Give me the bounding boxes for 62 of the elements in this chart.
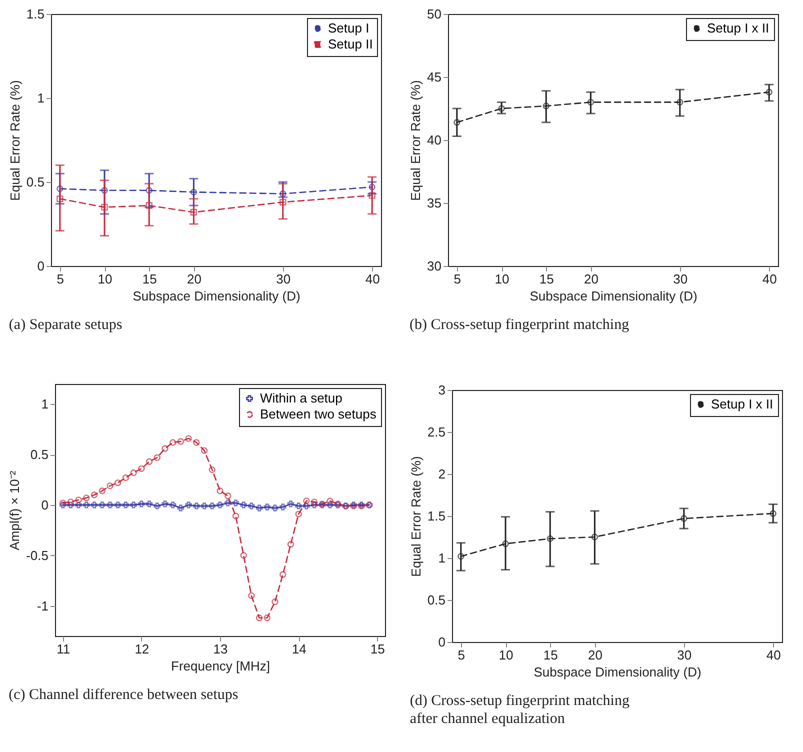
y-tick-label: 30 [427, 258, 442, 274]
x-axis-title: Subspace Dimensionality (D) [530, 288, 698, 304]
x-tick-label: 10 [98, 272, 112, 286]
x-tick-label: 15 [543, 648, 558, 662]
legend-label: Between two setups [260, 406, 377, 422]
y-tick-label: 0 [37, 258, 44, 274]
legend-label: Setup I x II [707, 20, 770, 36]
x-tick-label: 30 [677, 648, 692, 662]
y-tick-label: 40 [427, 132, 442, 148]
x-tick-label: 40 [766, 648, 781, 662]
x-tick-label: 10 [494, 272, 510, 286]
y-axis-title: Equal Error Rate (%) [7, 80, 22, 201]
y-axis-title: Ampl(f) × 10⁻² [7, 470, 22, 550]
y-axis-title: Equal Error Rate (%) [408, 456, 424, 577]
x-tick-label: 30 [673, 272, 688, 286]
y-axis-title: Equal Error Rate (%) [408, 80, 424, 201]
y-tick-label: 3 [438, 382, 446, 398]
y-tick-label: -1 [36, 598, 48, 614]
y-tick-label: -0.5 [26, 548, 48, 563]
x-tick-label: 11 [56, 642, 70, 656]
x-tick-label: 13 [213, 642, 228, 656]
x-tick-label: 15 [370, 642, 385, 656]
x-tick-label: 20 [588, 648, 602, 662]
x-tick-label: 12 [134, 642, 150, 656]
x-tick-label: 40 [762, 272, 777, 286]
y-tick-label: 2 [438, 466, 446, 482]
text: (a) Separate setups [8, 317, 122, 333]
y-tick-label: 0.5 [30, 447, 48, 462]
y-tick-label: 0.5 [427, 592, 446, 608]
y-tick-label: 1.5 [427, 508, 446, 524]
y-tick-label: 1 [37, 90, 44, 106]
legend-label: Within a setup [260, 390, 342, 406]
x-tick-label: 15 [539, 272, 554, 286]
x-axis-title: Subspace Dimensionality (D) [132, 288, 300, 304]
text: (b) Cross-setup fingerprint matching [410, 317, 630, 333]
y-tick-label: 35 [427, 196, 442, 210]
x-tick-label: 20 [584, 272, 598, 286]
text: (c) Channel difference between setups [8, 687, 238, 703]
y-tick-label: 50 [427, 6, 442, 22]
y-tick-label: 0.5 [26, 174, 44, 190]
y-tick-label: 45 [427, 70, 442, 84]
y-tick-label: 1.5 [26, 6, 44, 22]
x-tick-label: 15 [142, 272, 157, 286]
y-tick-label: 1 [438, 550, 446, 566]
x-tick-label: 10 [498, 648, 514, 662]
x-axis-title: Subspace Dimensionality (D) [534, 664, 702, 680]
x-tick-label: 14 [292, 642, 306, 656]
x-tick-label: 5 [56, 272, 64, 286]
x-tick-label: 20 [186, 272, 202, 286]
text: (d) Cross-setup fingerprint matching after channel equalization [410, 693, 630, 727]
x-tick-label: 5 [454, 272, 462, 286]
y-tick-label: 2.5 [427, 424, 446, 440]
y-tick-label: 0 [41, 497, 48, 512]
y-tick-label: 1 [41, 396, 48, 412]
x-tick-label: 30 [276, 272, 291, 286]
legend-label: Setup II [328, 36, 373, 52]
x-tick-label: 40 [365, 272, 380, 286]
y-tick-label: 0 [438, 634, 446, 650]
x-tick-label: 5 [458, 648, 466, 662]
x-axis-title: Frequency [MHz] [171, 658, 270, 674]
legend-label: Setup I x II [711, 396, 774, 412]
legend-label: Setup I [328, 20, 370, 36]
